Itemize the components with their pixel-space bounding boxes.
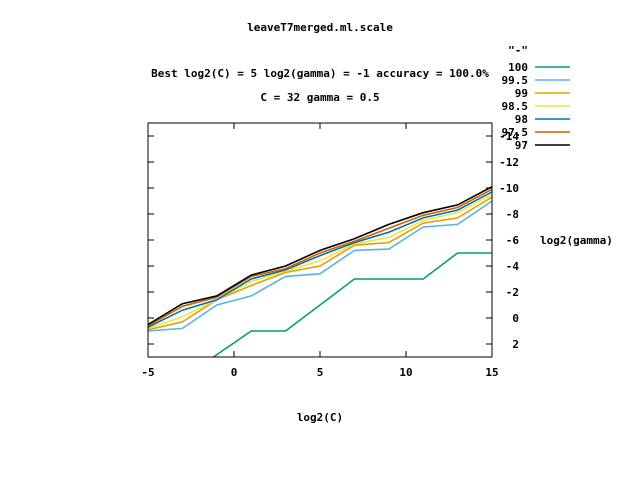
y-tick-label: -2 [506,286,519,299]
legend-label-100: 100 [508,61,528,74]
series-line-100 [212,252,492,357]
y-tick-label: -10 [499,182,519,195]
series-line-97.5 [148,188,492,327]
legend-label-98.5: 98.5 [502,100,529,113]
plot-frame [147,122,493,358]
y-tick-label: 0 [512,312,519,325]
legend-label-97: 97 [515,139,528,152]
series-line-97 [148,185,492,326]
x-tick-label: 0 [231,366,238,379]
y-tick-label: -14 [499,130,519,143]
series-line-98.5 [148,193,492,330]
x-tick-label: 15 [485,366,498,379]
ticks-layer: -5 0 5 10 15 -14 -12 -10 -8 -6 -4 -2 0 2 [141,123,519,379]
x-axis-label: log2(C) [297,411,343,424]
y-tick-label: 2 [512,338,519,351]
series-layer [148,185,492,357]
chart-title: leaveT7merged.ml.scale [247,21,393,34]
legend-label-98: 98 [515,113,528,126]
chart-subtitle-2: C = 32 gamma = 0.5 [260,91,379,104]
series-line-99.5 [148,200,492,332]
y-tick-label: -6 [506,234,520,247]
series-line-98 [148,191,492,328]
chart-subtitle-1: Best log2(C) = 5 log2(gamma) = -1 accura… [151,67,489,80]
series-line-99 [148,196,492,331]
legend-label-99: 99 [515,87,528,100]
y-tick-label: -4 [506,260,520,273]
y-axis-label: log2(gamma) [540,234,613,247]
y-tick-label: -8 [506,208,519,221]
legend-title: "-" [508,44,528,57]
x-tick-label: -5 [141,366,154,379]
x-tick-label: 10 [399,366,412,379]
x-tick-label: 5 [317,366,324,379]
legend-label-97.5: 97.5 [502,126,529,139]
legend-label-99.5: 99.5 [502,74,529,87]
y-tick-label: -12 [499,156,519,169]
